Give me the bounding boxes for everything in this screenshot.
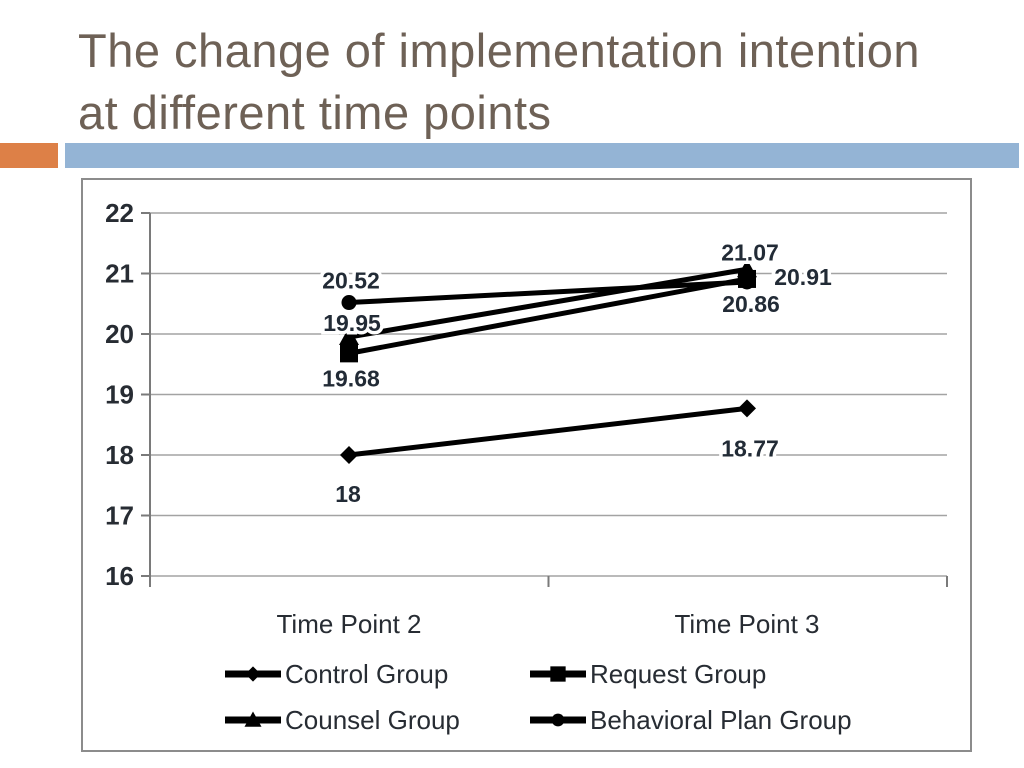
circle-icon xyxy=(530,713,586,727)
y-tick-label: 16 xyxy=(105,561,134,591)
blue-accent-bar xyxy=(65,143,1019,168)
series-line xyxy=(348,405,748,458)
diamond-icon xyxy=(245,666,261,682)
orange-accent-bar xyxy=(0,143,58,168)
data-label: 18.77 xyxy=(721,435,779,461)
square-icon xyxy=(530,666,586,682)
slide-title: The change of implementation intention a… xyxy=(78,20,998,144)
circle-icon xyxy=(551,713,565,727)
line-chart: 16 17 18 19 20 21 22 Time Point 2 Time Point 3 18… xyxy=(105,198,948,639)
legend-item: Request Group xyxy=(530,657,852,691)
x-category-label: Time Point 3 xyxy=(675,609,820,639)
data-label: 18 xyxy=(335,481,361,507)
triangle-icon xyxy=(225,711,281,727)
data-label: 20.91 xyxy=(774,264,832,290)
legend-label: Behavioral Plan Group xyxy=(590,704,852,735)
legend-item: Behavioral Plan Group xyxy=(530,703,852,737)
data-label: 20.86 xyxy=(722,291,780,317)
x-category-label: Time Point 2 xyxy=(277,609,422,639)
legend-item: Counsel Group xyxy=(225,703,530,737)
chart-legend: Control Group Request Group Counsel Group B… xyxy=(225,657,852,737)
y-tick-label: 19 xyxy=(105,380,134,410)
data-label: 19.68 xyxy=(322,365,380,391)
y-tick-label: 22 xyxy=(105,198,134,228)
diamond-icon xyxy=(225,666,281,682)
y-tick-label: 20 xyxy=(105,319,134,349)
triangle-icon xyxy=(244,711,262,727)
series-line xyxy=(348,279,748,306)
square-icon xyxy=(340,344,358,363)
series-line xyxy=(348,266,748,340)
y-tick-label: 17 xyxy=(105,501,134,531)
legend-item: Control Group xyxy=(225,657,530,691)
diamond-icon xyxy=(340,446,358,464)
square-icon xyxy=(550,666,566,682)
data-label: 19.95 xyxy=(323,310,381,336)
circle-icon xyxy=(341,295,357,311)
series-line xyxy=(348,276,748,356)
data-label: 20.52 xyxy=(322,268,380,294)
legend-label: Request Group xyxy=(590,658,767,689)
chart-frame: 16 17 18 19 20 21 22 Time Point 2 Time Point 3 18… xyxy=(81,178,972,752)
diamond-icon xyxy=(738,399,756,418)
triangle-icon xyxy=(737,259,757,278)
data-label: 21.07 xyxy=(721,239,779,265)
y-tick-label: 21 xyxy=(105,259,134,289)
slide-title-line-1: The change of implementation intention xyxy=(78,24,921,77)
circle-icon xyxy=(739,274,755,290)
slide-title-line-2: at different time points xyxy=(78,86,552,139)
triangle-icon xyxy=(339,327,359,346)
legend-label: Control Group xyxy=(285,658,449,689)
legend-label: Counsel Group xyxy=(285,704,460,735)
y-tick-label: 18 xyxy=(105,440,134,470)
